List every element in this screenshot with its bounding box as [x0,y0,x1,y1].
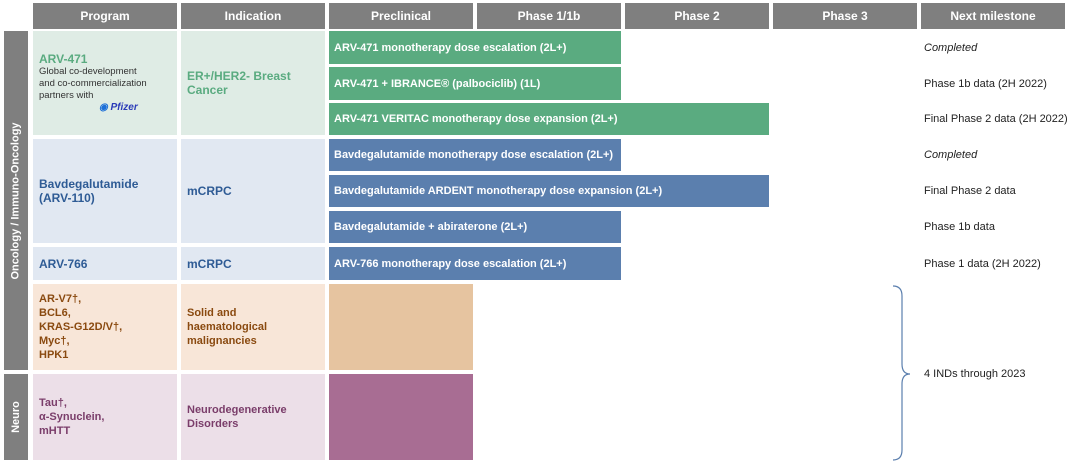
section-oncology: Oncology / Immuno-Oncology [4,31,28,370]
trial-bar: ARV-471 VERITAC monotherapy dose expansi… [329,103,769,135]
program-bavdegalutamide: Bavdegalutamide (ARV-110) [33,139,177,243]
header-next-milestone: Next milestone [921,3,1065,29]
header-indication: Indication [181,3,325,29]
milestone: Final Phase 2 data [924,185,1016,197]
program-discovery-oncology: AR-V7†, BCL6, KRAS-G12D/V†, Myc†, HPK1 [33,284,177,370]
preclinical-bar-neuro [329,374,473,460]
trial-bar: Bavdegalutamide + abiraterone (2L+) [329,211,621,243]
header-preclinical: Preclinical [329,3,473,29]
header-phase2: Phase 2 [625,3,769,29]
milestone: Completed [924,41,978,54]
shared-milestone: 4 INDs through 2023 [924,368,1026,380]
section-neuro: Neuro [4,374,28,460]
pfizer-logo: ◉ Pfizer [99,101,138,113]
indication-neuro: Neurodegenerative Disorders [181,374,325,460]
milestone: Phase 1b data (2H 2022) [924,77,1047,90]
indication-bavdegalutamide: mCRPC [181,139,325,243]
program-arv766: ARV-766 [33,247,177,280]
header-phase3: Phase 3 [773,3,917,29]
indication-arv471: ER+/HER2- Breast Cancer [181,31,325,135]
trial-bar: ARV-471 + IBRANCE® (palbociclib) (1L) [329,67,621,100]
brace-icon [892,285,911,461]
trial-bar: ARV-471 monotherapy dose escalation (2L+… [329,31,621,64]
milestone: Final Phase 2 data (2H 2022) [924,113,1068,125]
trial-bar: ARV-766 monotherapy dose escalation (2L+… [329,247,621,280]
indication-arv766: mCRPC [181,247,325,280]
header-program: Program [33,3,177,29]
milestone: Phase 1b data [924,221,995,233]
indication-discovery-oncology: Solid and haematological malignancies [181,284,325,370]
program-arv471: ARV-471 Global co-development and co-com… [33,31,177,135]
trial-bar: Bavdegalutamide monotherapy dose escalat… [329,139,621,171]
program-neuro: Tau†, α-Synuclein, mHTT [33,374,177,460]
header-phase1: Phase 1/1b [477,3,621,29]
trial-bar: Bavdegalutamide ARDENT monotherapy dose … [329,175,769,207]
milestone: Phase 1 data (2H 2022) [924,257,1041,270]
milestone: Completed [924,149,978,161]
preclinical-bar-oncology [329,284,473,370]
